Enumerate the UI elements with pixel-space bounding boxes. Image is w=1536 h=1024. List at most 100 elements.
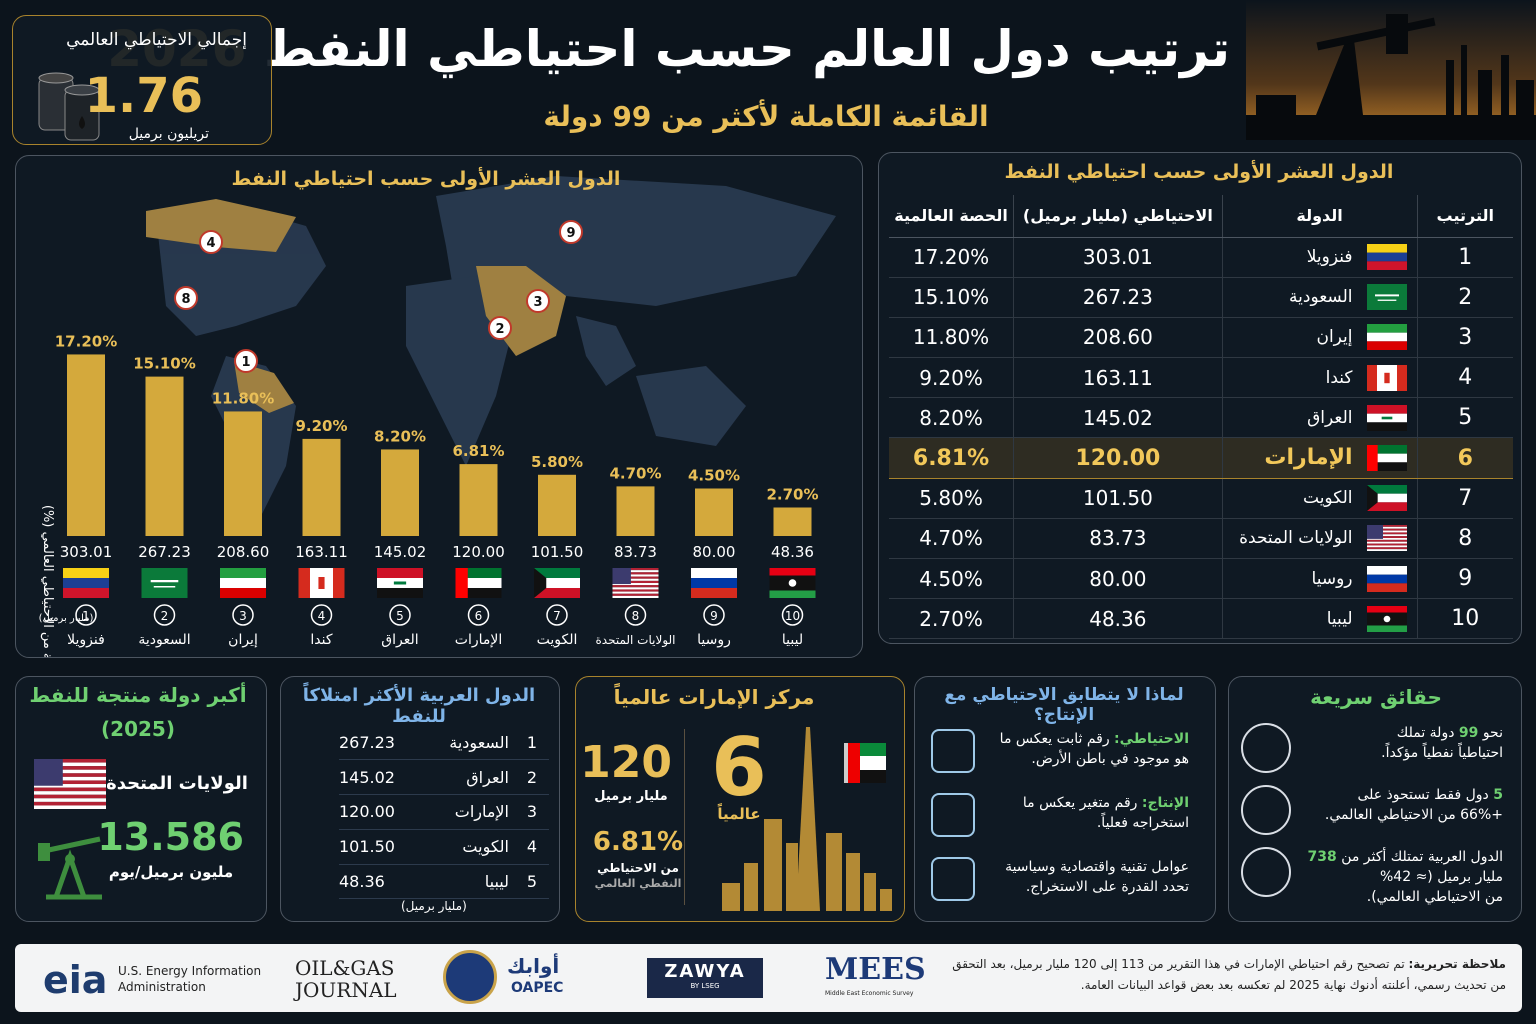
ranking-table-panel: الدول العشر الأولى حسب احتياطي النفط الت… <box>878 152 1522 644</box>
arab-country: العراق <box>419 759 515 796</box>
cell-share: 6.81% <box>889 437 1014 479</box>
flag-saudi-icon <box>141 568 188 598</box>
flag-russia-icon <box>1366 565 1407 592</box>
country-name: الإمارات <box>1264 445 1353 471</box>
arab-title: الدول العربية الأكثر امتلاكاً للنفط <box>302 685 536 727</box>
oil-rig-illustration <box>1246 0 1536 140</box>
rank-number: 8 <box>632 609 640 623</box>
cell-reserves: 145.02 <box>1013 397 1223 439</box>
bar-1 <box>67 354 105 536</box>
bar-category-label: الكويت <box>537 632 578 648</box>
rank-number: 6 <box>475 609 483 623</box>
cell-country: الإمارات <box>1221 437 1417 479</box>
table-row: 10 ليبيا 48.36 2.70% <box>889 598 1513 640</box>
bar-reserves-label: 48.36 <box>771 543 814 561</box>
flag-usa-icon <box>612 568 659 598</box>
bar-8 <box>616 486 655 536</box>
rank-number: 9 <box>710 609 718 623</box>
country-name: الولايات المتحدة <box>1239 528 1353 549</box>
map-marker-4 <box>199 230 223 254</box>
oapec-emblem <box>443 950 497 1004</box>
flag-canada-icon <box>298 568 345 598</box>
why-item: عوامل تقنية واقتصادية وسياسية تحدد القدرة… <box>1005 859 1189 895</box>
map-marker-8 <box>174 286 198 310</box>
arab-row: 2 العراق 145.02 <box>339 759 549 796</box>
bar-value-label: 9.20% <box>295 417 347 435</box>
world-map <box>146 176 836 526</box>
bar-value-label: 6.81% <box>452 442 504 460</box>
country-name: كندا <box>1325 367 1353 388</box>
page-subtitle: القائمة الكاملة لأكثر من 99 دولة <box>543 100 989 133</box>
flag-uae-icon <box>455 568 502 598</box>
ogj-logo-2: JOURNAL <box>295 978 397 1002</box>
header-share: الحصة العالمية <box>889 195 1014 238</box>
cell-share: 9.20% <box>889 357 1014 399</box>
country-name: إيران <box>1316 327 1353 348</box>
map-marker-9 <box>559 220 583 244</box>
uae-title: مركز الإمارات عالمياً <box>613 685 815 709</box>
arab-value: 120.00 <box>339 794 420 830</box>
total-unit: تريليون برميل <box>128 126 209 142</box>
map-marker-label: 8 <box>181 292 190 307</box>
rank-badge <box>153 604 176 626</box>
why-title: لماذا لا يتطابق الاحتياطي مع الإنتاج؟ <box>944 685 1184 725</box>
arab-row: 3 الإمارات 120.00 <box>339 794 549 830</box>
cell-rank: 9 <box>1416 558 1513 600</box>
cell-share: 5.80% <box>889 478 1014 519</box>
facts-title: حقائق سريعة <box>1310 685 1442 709</box>
country-name: ليبيا <box>1326 608 1353 629</box>
cell-reserves: 101.50 <box>1013 478 1223 519</box>
reserves-unit-note: (مليار برميل) <box>39 613 94 624</box>
cell-rank: 5 <box>1416 397 1513 439</box>
bar-reserves-label: 101.50 <box>531 543 584 561</box>
mees-logo: MEES <box>825 952 926 987</box>
cell-country: السعودية <box>1221 277 1417 318</box>
table-row: 3 إيران 208.60 11.80% <box>889 317 1513 359</box>
table-row: 1 فنزويلا 303.01 17.20% <box>889 237 1513 278</box>
country-name: السعودية <box>1289 287 1353 308</box>
rank-badge <box>467 604 490 626</box>
pumpjack-icon <box>931 793 975 837</box>
uae-share-label-2: النفطي العالمي <box>594 877 682 890</box>
producer-value: 13.586 <box>97 815 244 859</box>
cell-country: كندا <box>1221 357 1417 399</box>
map-marker-label: 2 <box>495 322 504 337</box>
cell-reserves: 120.00 <box>1013 437 1223 479</box>
cell-country: ليبيا <box>1221 598 1417 640</box>
zawya-logo: ZAWYA BY LSEG <box>647 958 763 998</box>
table-row: 4 كندا 163.11 9.20% <box>889 357 1513 399</box>
rank-number: 2 <box>161 609 169 623</box>
rank-badge <box>624 604 647 626</box>
bar-category-label: السعودية <box>138 632 190 648</box>
bar-4 <box>302 438 341 536</box>
uae-rank-label: عالمياً <box>717 805 761 823</box>
rank-number: 5 <box>396 609 404 623</box>
cell-country: روسيا <box>1221 558 1417 600</box>
producer-country: الولايات المتحدة <box>106 773 248 794</box>
arab-row: 4 الكويت 101.50 <box>339 829 549 865</box>
pumpjack-icon <box>38 836 102 900</box>
arab-country: السعودية <box>419 725 515 761</box>
page-title: ترتيب دول العالم حسب احتياطي النفط 2026 <box>107 20 1230 78</box>
cell-rank: 1 <box>1416 237 1513 278</box>
bar-2 <box>145 376 184 536</box>
bar-3 <box>224 411 262 536</box>
uae-reserves: 120 <box>580 737 672 788</box>
flag-iraq-icon <box>377 568 423 598</box>
arab-value: 48.36 <box>339 864 420 900</box>
cell-country: فنزويلا <box>1221 237 1417 278</box>
fact-item: نحو 99 دولة تملك احتياطياً نفطياً مؤكداً. <box>1381 725 1503 761</box>
flag-libya-icon <box>769 568 816 598</box>
header-country: الدولة <box>1221 195 1417 238</box>
gears-icon <box>931 857 975 901</box>
table-row: 5 العراق 145.02 8.20% <box>889 397 1513 439</box>
bar-category-label: فنزويلا <box>67 632 105 648</box>
rank-number: 1 <box>82 609 90 623</box>
bar-category-label: الولايات المتحدة <box>595 633 675 648</box>
cell-share: 4.70% <box>889 518 1014 560</box>
bar-10 <box>773 507 812 536</box>
why-item: الاحتياطي: رقم ثابت يعكس ما هو موجود في ب… <box>999 731 1189 767</box>
arab-row: 5 ليبيا 48.36 <box>339 864 549 900</box>
arab-rank: 5 <box>515 864 549 900</box>
